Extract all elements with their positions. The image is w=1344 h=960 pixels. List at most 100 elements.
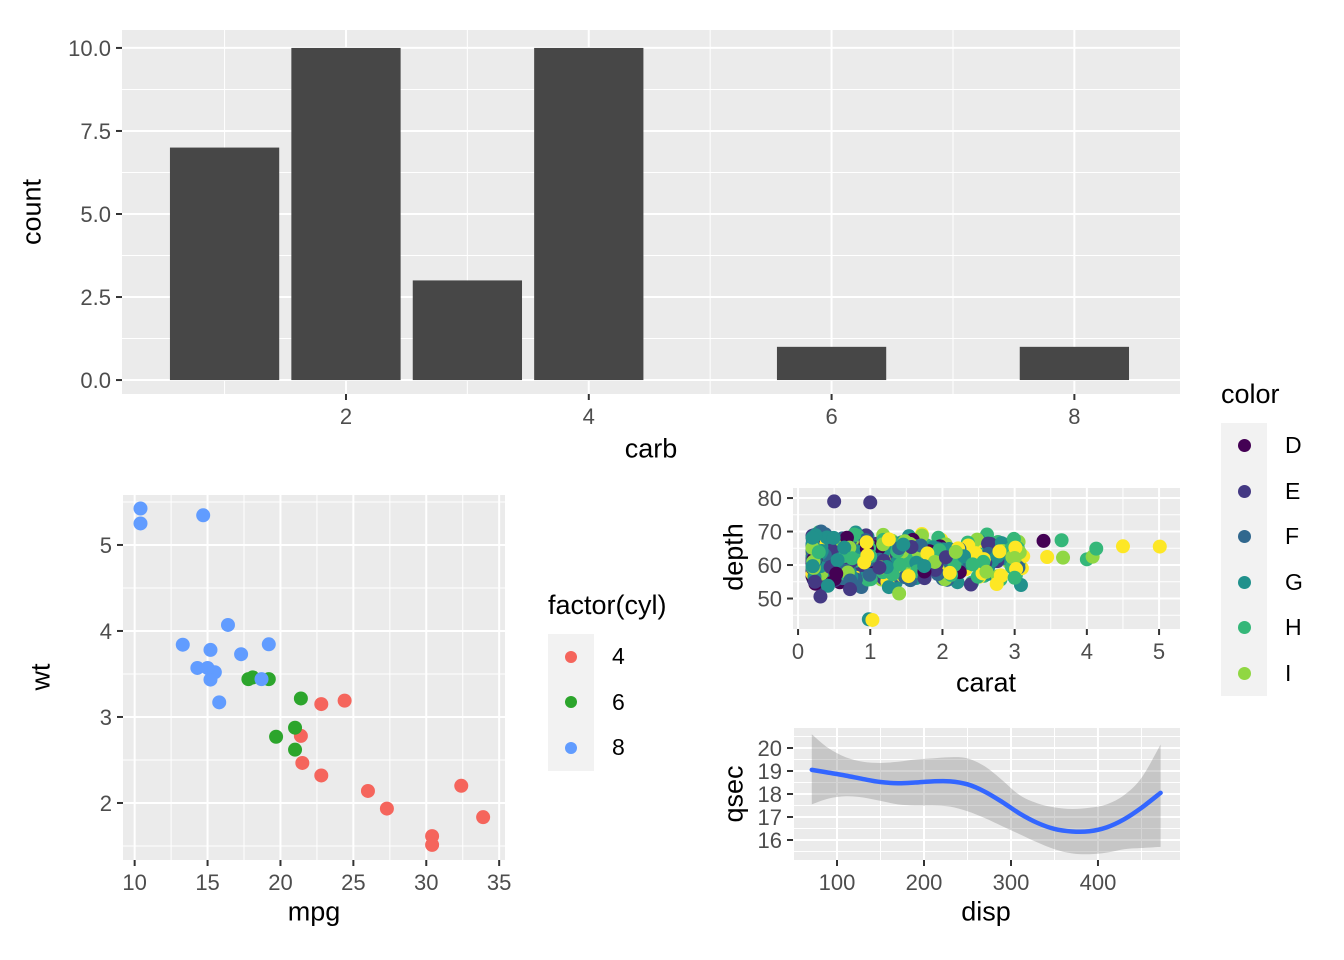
color-legend-title: color xyxy=(1221,379,1280,409)
x-tick-label: 8 xyxy=(1068,404,1080,429)
cyl-legend: factor(cyl) 4 6 8 xyxy=(548,590,667,771)
diamond-point xyxy=(892,586,907,601)
mpg-scatter-x-axis-title: mpg xyxy=(287,896,341,927)
legend-item-6: 6 xyxy=(548,679,667,725)
point-cyl-8 xyxy=(196,508,211,523)
legend-label: D xyxy=(1285,432,1302,459)
cyl-legend-title: factor(cyl) xyxy=(548,590,667,620)
diamond-point xyxy=(860,548,875,563)
legend-label: F xyxy=(1285,523,1300,550)
diamond-point xyxy=(830,553,845,568)
diamond-point xyxy=(865,612,880,627)
point-cyl-8 xyxy=(133,501,148,516)
cyl-legend-keys: 4 6 8 xyxy=(548,634,667,771)
legend-key xyxy=(1221,423,1267,469)
point-cyl-8 xyxy=(203,642,218,657)
panel-background xyxy=(123,495,505,860)
x-tick-label: 35 xyxy=(487,870,511,895)
diamond-point xyxy=(1007,550,1022,565)
x-tick-label: 30 xyxy=(414,870,438,895)
diamond-point xyxy=(881,580,896,595)
diamond-point xyxy=(872,560,887,575)
axis-ticks: 0 1 2 3 4 5 50 60 70 80 xyxy=(758,486,1166,664)
diamond-point xyxy=(843,582,858,597)
diamond-point xyxy=(805,559,820,574)
bar-chart-y-axis-title: count xyxy=(16,178,47,246)
point-cyl-6 xyxy=(293,691,308,706)
point-cyl-8 xyxy=(220,617,235,632)
legend-label: 4 xyxy=(612,643,625,670)
x-tick-label: 200 xyxy=(906,870,943,895)
bar-carb-3 xyxy=(412,280,523,381)
point-cyl-4 xyxy=(425,837,440,852)
scatter-points xyxy=(133,501,491,852)
legend-dot-icon xyxy=(565,650,577,663)
legend-item-8: 8 xyxy=(548,725,667,771)
point-cyl-8 xyxy=(203,672,218,687)
x-tick-label: 4 xyxy=(583,404,595,429)
point-cyl-8 xyxy=(212,695,227,710)
y-tick-label: 0.0 xyxy=(80,368,111,393)
point-cyl-4 xyxy=(295,755,310,770)
diamond-points xyxy=(805,494,1167,627)
legend-key xyxy=(1221,650,1267,696)
point-cyl-4 xyxy=(314,768,329,783)
y-tick-label: 19 xyxy=(758,759,782,784)
legend-key xyxy=(1221,468,1267,514)
bar-carb-2 xyxy=(291,47,401,381)
y-tick-label: 50 xyxy=(758,587,782,612)
y-tick-label: 70 xyxy=(758,520,782,545)
smooth-line xyxy=(809,767,1163,835)
mpg-scatter-y-axis-title: wt xyxy=(25,663,56,691)
legend-dot-icon xyxy=(565,741,577,754)
diamond-point xyxy=(1089,541,1104,556)
diamond-point xyxy=(948,544,963,559)
y-tick-label: 17 xyxy=(758,805,782,830)
gridlines xyxy=(793,728,1180,860)
bar-carb-4 xyxy=(534,47,644,381)
legend-dot-icon xyxy=(1237,666,1251,680)
diamond-point xyxy=(811,545,826,560)
y-tick-label: 10.0 xyxy=(68,36,111,61)
diamond-point xyxy=(827,494,842,509)
legend-label: E xyxy=(1285,477,1301,504)
diamond-point xyxy=(1054,533,1069,548)
x-tick-label: 2 xyxy=(936,639,948,664)
panel-background xyxy=(122,30,1180,394)
point-cyl-6 xyxy=(288,720,303,735)
point-cyl-6 xyxy=(269,729,284,744)
diamond-point xyxy=(927,554,942,569)
point-cyl-4 xyxy=(454,778,469,793)
point-cyl-8 xyxy=(133,516,148,531)
x-tick-label: 10 xyxy=(122,870,146,895)
diamond-point xyxy=(1008,540,1023,555)
y-tick-label: 16 xyxy=(758,828,782,853)
point-cyl-8 xyxy=(254,672,269,687)
legend-label: I xyxy=(1285,659,1292,686)
diamond-point xyxy=(1056,550,1071,565)
diamond-point xyxy=(805,530,820,545)
point-cyl-8 xyxy=(261,637,276,652)
legend-item-H: H xyxy=(1221,605,1303,651)
legend-dot-icon xyxy=(1237,484,1251,498)
gridlines xyxy=(123,495,505,860)
diamond-point xyxy=(820,578,835,593)
diamond-point xyxy=(1036,533,1051,548)
x-tick-label: 25 xyxy=(341,870,365,895)
legend-item-G: G xyxy=(1221,559,1303,605)
legend-item-F: F xyxy=(1221,514,1303,560)
diamond-point xyxy=(992,544,1007,559)
diamond-point xyxy=(862,567,877,582)
y-tick-label: 5 xyxy=(100,533,112,558)
x-tick-label: 2 xyxy=(340,404,352,429)
axis-ticks: 2 4 6 8 0.0 2.5 5.0 7.5 10.0 xyxy=(68,36,1080,429)
carat-scatter-y-axis-title: depth xyxy=(718,523,749,591)
diamond-point xyxy=(994,568,1009,583)
legend-dot-icon xyxy=(1237,621,1251,635)
legend-key xyxy=(1221,514,1267,560)
